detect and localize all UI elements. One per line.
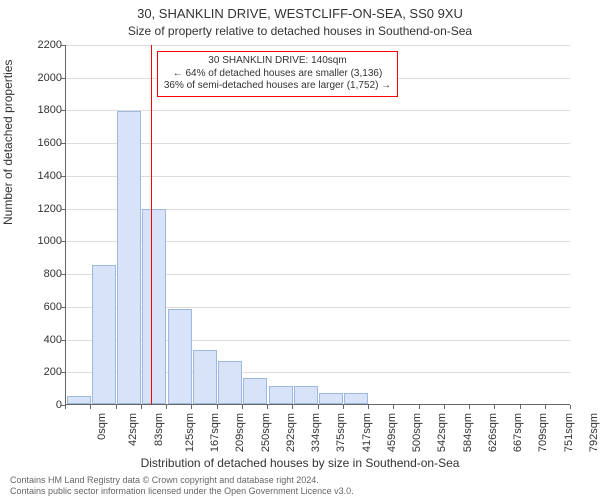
x-tick-label: 292sqm [285,413,297,452]
x-tick-mark [65,405,66,409]
y-tick-mark [61,307,65,308]
y-axis-label: Number of detached properties [1,60,15,225]
chart-container: 30, SHANKLIN DRIVE, WESTCLIFF-ON-SEA, SS… [0,0,600,500]
x-tick-mark [141,405,142,409]
histogram-bar [319,393,343,404]
x-tick-label: 500sqm [411,413,423,452]
x-tick-mark [570,405,571,409]
x-tick-label: 375sqm [335,413,347,452]
gridline [66,45,570,46]
x-tick-label: 334sqm [310,413,322,452]
y-tick-mark [61,176,65,177]
y-tick-label: 2200 [28,39,62,51]
x-tick-mark [419,405,420,409]
footer-line1: Contains HM Land Registry data © Crown c… [10,476,590,486]
x-tick-mark [267,405,268,409]
y-tick-mark [61,372,65,373]
histogram-bar [67,396,91,404]
y-tick-label: 1600 [28,137,62,149]
x-tick-label: 42sqm [127,413,139,446]
x-tick-label: 626sqm [487,413,499,452]
x-tick-mark [116,405,117,409]
histogram-bar [142,209,166,404]
x-tick-label: 584sqm [462,413,474,452]
chart-title: 30, SHANKLIN DRIVE, WESTCLIFF-ON-SEA, SS… [0,6,600,21]
x-tick-mark [191,405,192,409]
footer-line2: Contains public sector information licen… [10,487,590,497]
x-tick-label: 751sqm [563,413,575,452]
y-tick-label: 1000 [28,235,62,247]
histogram-bar [168,309,192,404]
x-tick-mark [292,405,293,409]
annotation-line2: ← 64% of detached houses are smaller (3,… [173,68,383,79]
y-tick-label: 0 [28,399,62,411]
x-tick-label: 250sqm [260,413,272,452]
x-tick-mark [217,405,218,409]
y-tick-mark [61,45,65,46]
x-tick-mark [494,405,495,409]
annotation-line1: 30 SHANKLIN DRIVE: 140sqm [208,55,346,66]
histogram-bar [117,111,141,404]
y-tick-mark [61,209,65,210]
y-tick-label: 400 [28,334,62,346]
y-tick-mark [61,78,65,79]
x-tick-mark [469,405,470,409]
x-tick-mark [343,405,344,409]
gridline [66,110,570,111]
histogram-bar [218,361,242,404]
y-tick-label: 200 [28,366,62,378]
plot-area: 30 SHANKLIN DRIVE: 140sqm ← 64% of detac… [65,45,570,405]
y-tick-mark [61,241,65,242]
gridline [66,176,570,177]
reference-line [151,45,152,404]
x-tick-label: 709sqm [537,413,549,452]
histogram-bar [344,393,368,404]
histogram-bar [243,378,267,404]
x-tick-label: 542sqm [436,413,448,452]
x-tick-mark [444,405,445,409]
y-tick-label: 1800 [28,104,62,116]
y-tick-label: 2000 [28,72,62,84]
y-tick-mark [61,110,65,111]
y-tick-label: 600 [28,301,62,313]
chart-subtitle: Size of property relative to detached ho… [0,24,600,38]
x-axis-label: Distribution of detached houses by size … [0,456,600,470]
x-tick-mark [520,405,521,409]
histogram-bar [294,386,318,404]
y-tick-label: 1400 [28,170,62,182]
annotation-box: 30 SHANKLIN DRIVE: 140sqm ← 64% of detac… [157,51,398,97]
x-tick-label: 125sqm [184,413,196,452]
y-tick-mark [61,143,65,144]
x-tick-label: 167sqm [209,413,221,452]
x-tick-mark [318,405,319,409]
y-tick-mark [61,340,65,341]
x-tick-mark [242,405,243,409]
x-tick-mark [393,405,394,409]
annotation-line3: 36% of semi-detached houses are larger (… [164,80,391,91]
x-tick-mark [166,405,167,409]
x-tick-label: 417sqm [361,413,373,452]
x-tick-label: 667sqm [512,413,524,452]
y-tick-label: 1200 [28,203,62,215]
histogram-bar [269,386,293,404]
histogram-bar [193,350,217,404]
x-tick-label: 209sqm [234,413,246,452]
x-tick-mark [368,405,369,409]
x-tick-label: 792sqm [588,413,600,452]
x-tick-label: 0sqm [96,413,108,440]
histogram-bar [92,265,116,404]
gridline [66,143,570,144]
y-tick-mark [61,274,65,275]
x-tick-label: 459sqm [386,413,398,452]
y-tick-label: 800 [28,268,62,280]
x-tick-label: 83sqm [153,413,165,446]
x-tick-mark [545,405,546,409]
x-tick-mark [90,405,91,409]
